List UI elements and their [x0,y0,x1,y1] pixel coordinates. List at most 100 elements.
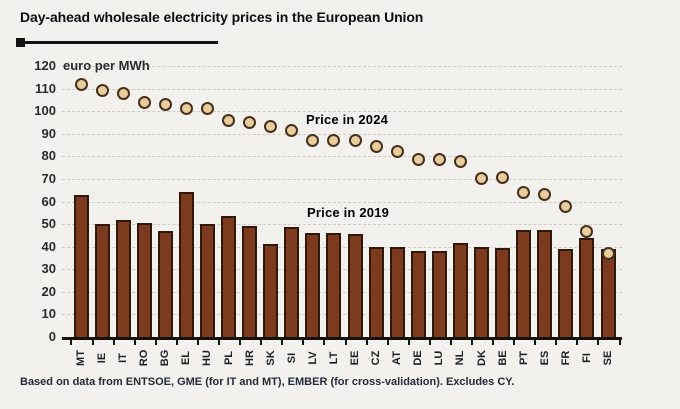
y-tick-label-20: 20 [41,284,56,299]
x-axis-label-FI: FI [581,353,593,363]
x-axis-label-MT: MT [75,350,87,366]
gridline-30 [62,269,622,270]
y-tick-label-30: 30 [41,261,56,276]
axis-tick [176,340,178,345]
x-axis-label-IE: IE [96,352,108,364]
axis-tick [113,340,115,345]
price-2024-dot-IT [117,87,130,100]
x-axis-label-BG: BG [159,349,171,367]
axis-tick [218,340,220,345]
bar-EE [348,234,363,340]
price-2024-dot-FI [580,225,593,238]
gridline-80 [62,156,622,157]
x-axis-label-EE: EE [349,350,361,366]
gridline-20 [62,292,622,293]
axis-tick [429,340,431,345]
axis-tick [70,340,72,345]
source-footnote: Based on data from ENTSOE, GME (for IT a… [20,376,515,388]
x-axis-label-DK: DK [476,350,488,366]
bar-HU [200,224,215,340]
x-axis-label-BE: BE [497,350,509,366]
series-label-2019: Price in 2019 [307,205,390,220]
price-2024-dot-IE [96,84,109,97]
axis-tick [155,340,157,345]
bar-LU [432,251,447,340]
bar-BE [495,248,510,340]
price-2024-dot-LV [306,134,319,147]
price-2024-dot-EE [349,134,362,147]
axis-tick [576,340,578,345]
x-axis-label-HU: HU [201,350,213,366]
bar-LV [305,233,320,340]
bar-FR [558,249,573,340]
gridline-60 [62,202,622,203]
axis-tick [534,340,536,345]
y-tick-label-120: 120 [34,58,56,73]
x-axis-label-SK: SK [265,350,277,366]
y-tick-label-0: 0 [48,329,56,344]
axis-tick [555,340,557,345]
y-axis-unit-label: euro per MWh [63,58,150,73]
axis-tick [366,340,368,345]
x-axis-label-IT: IT [117,353,129,363]
bar-RO [137,223,152,340]
price-2024-dot-DK [475,172,488,185]
x-axis-label-DE: DE [412,350,424,366]
bar-EL [179,192,194,340]
bar-CZ [369,247,384,340]
axis-tick [513,340,515,345]
x-axis-label-PL: PL [223,350,235,366]
bar-HR [242,226,257,340]
gridline-110 [62,89,622,90]
price-2024-dot-RO [138,96,151,109]
x-axis-label-AT: AT [391,351,403,365]
x-axis-label-RO: RO [138,349,150,367]
bar-SE [601,249,616,340]
x-axis-label-SI: SI [286,352,298,364]
gridline-100 [62,111,622,112]
bar-PL [221,216,236,340]
price-2024-dot-BE [496,171,509,184]
series-label-2024: Price in 2024 [306,112,389,127]
price-2024-dot-BG [159,98,172,111]
price-2024-dot-SE [602,247,615,260]
bar-SK [263,244,278,340]
x-axis-label-LT: LT [328,351,340,365]
y-tick-label-40: 40 [41,239,56,254]
y-tick-label-60: 60 [41,194,56,209]
bar-NL [453,243,468,340]
axis-tick [281,340,283,345]
price-2024-dot-PT [517,186,530,199]
price-2024-dot-PL [222,114,235,127]
price-2024-dot-HU [201,102,214,115]
gridline-90 [62,134,622,135]
chart-title: Day-ahead wholesale electricity prices i… [20,9,424,25]
axis-tick [408,340,410,345]
bar-BG [158,231,173,340]
axis-tick [345,340,347,345]
bar-IT [116,220,131,340]
gridline-40 [62,247,622,248]
x-axis-label-ES: ES [539,350,551,366]
x-axis-label-CZ: CZ [370,350,382,366]
axis-tick [302,340,304,345]
axis-tick [239,340,241,345]
axis-tick [197,340,199,345]
bar-ES [537,230,552,340]
axis-tick [134,340,136,345]
price-2024-dot-SI [285,124,298,137]
price-2024-dot-FR [559,200,572,213]
axis-tick [450,340,452,345]
x-axis-line [62,337,622,340]
axis-tick [260,340,262,345]
price-2024-dot-EL [180,102,193,115]
x-axis-label-PT: PT [518,350,530,366]
bar-MT [74,195,89,340]
y-tick-label-80: 80 [41,148,56,163]
y-tick-label-90: 90 [41,126,56,141]
y-tick-label-10: 10 [41,306,56,321]
x-axis-label-FR: FR [560,350,572,366]
gridline-120 [62,66,622,67]
